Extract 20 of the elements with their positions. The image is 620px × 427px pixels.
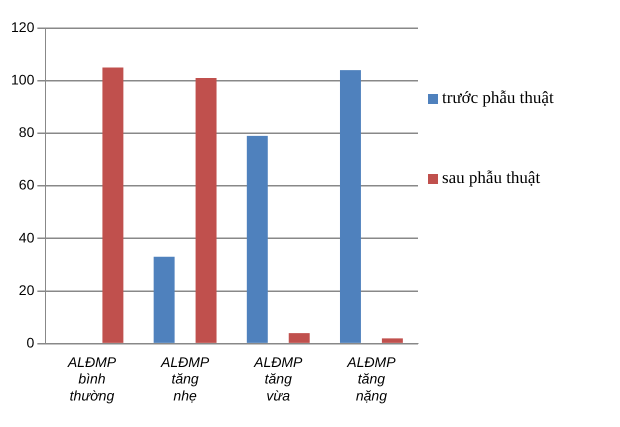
x-tick-label: ALĐMP tăng nhẹ bbox=[160, 354, 210, 404]
x-tick-label: ALĐMP bình thường bbox=[66, 354, 117, 404]
y-tick-label: 120 bbox=[11, 18, 35, 35]
y-tick-label: 80 bbox=[18, 124, 35, 140]
bar bbox=[102, 67, 124, 343]
bar bbox=[288, 333, 310, 343]
y-tick-label: 100 bbox=[11, 71, 35, 88]
bar bbox=[340, 70, 361, 343]
x-tick-label: ALĐMP tăng nặng bbox=[346, 354, 396, 404]
y-tick-label: 0 bbox=[26, 334, 35, 350]
legend-label: trước phẫu thuật bbox=[442, 88, 554, 108]
x-tick-label: ALĐMP tăng vừa bbox=[253, 354, 304, 404]
y-tick-label: 40 bbox=[18, 229, 35, 246]
bar bbox=[382, 338, 403, 343]
y-tick-label: 20 bbox=[18, 282, 35, 298]
y-tick-label: 60 bbox=[18, 176, 35, 193]
bar bbox=[196, 78, 217, 343]
bar bbox=[154, 256, 175, 343]
legend-label: sau phẫu thuật bbox=[442, 168, 540, 188]
bar bbox=[246, 136, 268, 343]
